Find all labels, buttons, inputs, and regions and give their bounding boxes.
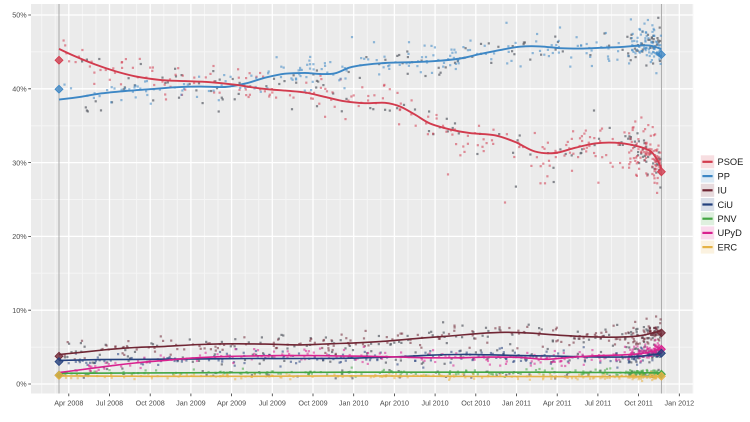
svg-text:PNV: PNV (718, 214, 738, 224)
svg-text:50%: 50% (12, 11, 27, 20)
svg-text:IU: IU (718, 186, 727, 196)
svg-text:Apr 2010: Apr 2010 (380, 399, 409, 408)
svg-text:PSOE: PSOE (718, 157, 744, 167)
svg-text:Jul 2010: Jul 2010 (422, 399, 449, 408)
svg-text:Oct 2011: Oct 2011 (624, 399, 653, 408)
svg-text:PP: PP (718, 171, 730, 181)
svg-text:Jul 2009: Jul 2009 (259, 399, 286, 408)
svg-text:Oct 2009: Oct 2009 (298, 399, 327, 408)
svg-text:Oct 2010: Oct 2010 (461, 399, 490, 408)
svg-text:Jan 2011: Jan 2011 (502, 399, 531, 408)
svg-text:0%: 0% (16, 380, 27, 389)
svg-text:Jul 2008: Jul 2008 (96, 399, 123, 408)
svg-text:Jan 2010: Jan 2010 (339, 399, 369, 408)
svg-text:20%: 20% (12, 232, 27, 241)
svg-text:40%: 40% (12, 85, 27, 94)
svg-text:Apr 2009: Apr 2009 (217, 399, 246, 408)
svg-text:Jan 2009: Jan 2009 (176, 399, 206, 408)
svg-text:Apr 2011: Apr 2011 (543, 399, 572, 408)
svg-text:30%: 30% (12, 158, 27, 167)
svg-text:ERC: ERC (718, 242, 738, 252)
svg-text:10%: 10% (12, 306, 27, 315)
svg-text:CiU: CiU (718, 200, 734, 210)
svg-text:Jul 2011: Jul 2011 (585, 399, 612, 408)
svg-text:UPyD: UPyD (718, 228, 743, 238)
svg-text:Oct 2008: Oct 2008 (136, 399, 165, 408)
svg-text:Apr 2008: Apr 2008 (54, 399, 83, 408)
svg-text:Jan 2012: Jan 2012 (665, 399, 695, 408)
